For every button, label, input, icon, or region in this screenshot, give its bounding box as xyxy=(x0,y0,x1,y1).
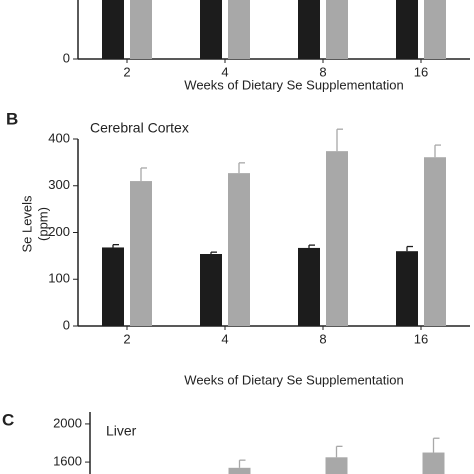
x-tick-label: 16 xyxy=(414,331,428,346)
x-tick-label: 4 xyxy=(221,331,228,346)
x-axis-label: Weeks of Dietary Se Supplementation xyxy=(184,77,403,92)
bar xyxy=(130,181,152,326)
bar xyxy=(396,251,418,326)
y-tick-label: 200 xyxy=(48,224,70,239)
x-tick-label: 2 xyxy=(123,331,130,346)
panel-title: Liver xyxy=(106,423,137,439)
bar xyxy=(228,173,250,326)
x-tick-label: 16 xyxy=(414,64,428,79)
bar xyxy=(325,457,348,474)
x-axis-label: Weeks of Dietary Se Supplementation xyxy=(184,372,403,387)
error-bar xyxy=(336,128,343,152)
bar xyxy=(102,247,124,326)
y-tick-label: 300 xyxy=(48,177,70,192)
y-axis-label: (ppm) xyxy=(35,207,50,241)
bar xyxy=(130,0,152,59)
error-bar xyxy=(140,167,147,182)
error-bar xyxy=(238,162,245,174)
panel-title: Cerebral Cortex xyxy=(90,120,189,136)
error-bar xyxy=(335,445,343,458)
error-bar xyxy=(308,244,315,248)
y-tick-label: 1600 xyxy=(53,454,82,469)
bar xyxy=(228,0,250,59)
y-tick-label: 400 xyxy=(48,130,70,145)
error-bar xyxy=(432,437,440,453)
x-tick-label: 4 xyxy=(221,64,228,79)
y-tick-label: 100 xyxy=(48,271,70,286)
error-bar xyxy=(406,245,413,252)
panel-letter: B xyxy=(6,109,18,128)
bar xyxy=(326,0,348,59)
y-tick-label: 0 xyxy=(63,317,70,332)
bar xyxy=(200,0,222,59)
bar xyxy=(200,254,222,326)
bar xyxy=(298,247,320,326)
bar xyxy=(102,0,124,59)
bar xyxy=(424,157,446,326)
y-tick-label: 0 xyxy=(63,50,70,65)
bar xyxy=(422,452,445,474)
bar xyxy=(298,0,320,59)
bar xyxy=(326,151,348,326)
bar xyxy=(228,467,251,474)
x-tick-label: 2 xyxy=(123,64,130,79)
error-bar xyxy=(238,459,246,468)
y-tick-label: 2000 xyxy=(53,415,82,430)
bar xyxy=(424,0,446,59)
panel-letter: C xyxy=(2,410,14,429)
x-tick-label: 8 xyxy=(319,64,326,79)
error-bar xyxy=(210,251,217,255)
error-bar xyxy=(112,244,119,248)
bar xyxy=(396,0,418,59)
x-tick-label: 8 xyxy=(319,331,326,346)
error-bar xyxy=(434,144,441,158)
y-axis-label: Se Levels xyxy=(19,195,34,253)
